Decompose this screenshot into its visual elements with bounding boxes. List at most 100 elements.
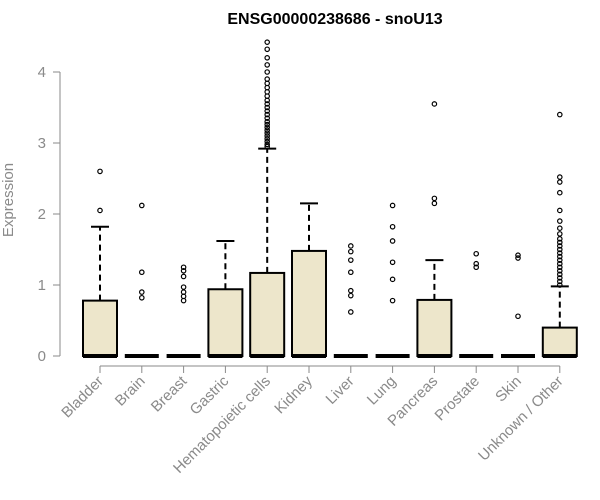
outlier-point bbox=[473, 264, 480, 271]
box-gastric bbox=[207, 239, 244, 358]
y-tick-label: 4 bbox=[38, 64, 46, 81]
outlier-point bbox=[347, 243, 354, 249]
x-tick-label: Brain bbox=[112, 373, 149, 410]
outlier-point bbox=[347, 309, 354, 315]
outlier-point bbox=[180, 284, 187, 290]
y-axis: 0 1 2 3 4 bbox=[38, 64, 61, 365]
outlier-point bbox=[264, 101, 271, 107]
outlier-point bbox=[264, 39, 271, 45]
outlier-point bbox=[556, 189, 563, 196]
outlier-point bbox=[431, 200, 438, 207]
outlier-point bbox=[556, 271, 563, 278]
x-tick-label: Breast bbox=[148, 372, 191, 415]
outlier-point bbox=[139, 202, 145, 209]
box-brain bbox=[124, 202, 159, 358]
y-tick-label: 3 bbox=[38, 135, 46, 152]
box-prostate bbox=[459, 250, 494, 358]
y-tick-label: 1 bbox=[38, 277, 46, 294]
outlier-point bbox=[264, 46, 271, 53]
outlier-point bbox=[97, 207, 103, 214]
outlier-point bbox=[264, 121, 271, 128]
outlier-point bbox=[264, 115, 271, 121]
box-body bbox=[291, 249, 327, 357]
box-kidney bbox=[291, 202, 327, 358]
box-bladder bbox=[82, 168, 118, 358]
outlier-point bbox=[556, 243, 563, 249]
box-lung bbox=[375, 202, 410, 358]
chart-title: ENSG00000238686 - snoU13 bbox=[227, 11, 442, 28]
outlier-point bbox=[556, 231, 563, 237]
outlier-point bbox=[556, 218, 563, 224]
outlier-point bbox=[139, 294, 145, 301]
outlier-point bbox=[264, 135, 271, 142]
outlier-point bbox=[97, 168, 103, 175]
outlier-point bbox=[556, 225, 563, 232]
y-tick-label: 2 bbox=[38, 206, 46, 223]
outlier-point bbox=[556, 278, 563, 285]
outlier-point bbox=[264, 104, 271, 111]
box-pancreas bbox=[416, 101, 453, 358]
outlier-point bbox=[556, 179, 563, 185]
outlier-point bbox=[180, 267, 187, 274]
outlier-point bbox=[556, 257, 563, 263]
box-hematopoietic-cells bbox=[249, 39, 286, 358]
outlier-point bbox=[264, 54, 271, 61]
outlier-point bbox=[515, 255, 521, 261]
outlier-point bbox=[556, 207, 563, 214]
outlier-point bbox=[556, 275, 563, 281]
outlier-point bbox=[347, 257, 354, 263]
outlier-point bbox=[556, 111, 563, 118]
outlier-point bbox=[264, 69, 271, 75]
outlier-point bbox=[264, 108, 271, 114]
outlier-point bbox=[389, 223, 396, 230]
y-axis-label: Expression bbox=[0, 163, 17, 237]
boxes-group bbox=[82, 39, 578, 358]
outlier-point bbox=[515, 313, 521, 320]
outlier-point bbox=[556, 260, 563, 267]
outlier-point bbox=[431, 101, 438, 107]
x-tick-label: Bladder bbox=[58, 373, 107, 422]
outlier-point bbox=[180, 273, 187, 280]
outlier-point bbox=[347, 292, 354, 299]
outlier-point bbox=[556, 246, 563, 253]
box-body bbox=[82, 299, 118, 357]
box-body bbox=[207, 288, 244, 358]
outlier-point bbox=[556, 174, 563, 180]
box-body bbox=[249, 271, 286, 357]
box-unknown-other bbox=[541, 111, 578, 358]
outlier-point bbox=[264, 76, 271, 82]
outlier-point bbox=[180, 264, 187, 271]
outlier-point bbox=[264, 141, 271, 148]
outlier-point bbox=[389, 202, 396, 209]
y-tick-label: 0 bbox=[38, 348, 46, 365]
outlier-point bbox=[264, 127, 271, 134]
outlier-point bbox=[264, 138, 271, 145]
outlier-point bbox=[264, 133, 271, 139]
outlier-point bbox=[556, 253, 563, 260]
outlier-point bbox=[139, 269, 145, 276]
x-tick-label: Lung bbox=[364, 373, 400, 409]
outlier-point bbox=[556, 239, 563, 246]
box-skin bbox=[501, 252, 535, 358]
outlier-point bbox=[347, 248, 354, 255]
x-tick-label: Kidney bbox=[271, 372, 316, 417]
box-breast bbox=[166, 264, 201, 358]
outlier-point bbox=[264, 62, 271, 68]
outlier-point bbox=[515, 252, 521, 258]
outlier-point bbox=[556, 282, 563, 288]
x-tick-label: Prostate bbox=[431, 373, 483, 425]
x-tick-label: Liver bbox=[323, 373, 358, 408]
outlier-point bbox=[473, 250, 480, 257]
x-tick-label: Skin bbox=[492, 373, 525, 406]
outlier-point bbox=[556, 250, 563, 256]
box-body bbox=[416, 298, 453, 358]
outlier-point bbox=[264, 111, 271, 118]
outlier-point bbox=[389, 238, 396, 244]
outlier-point bbox=[556, 267, 563, 274]
box-body bbox=[541, 326, 578, 358]
outlier-point bbox=[139, 289, 145, 295]
outlier-point bbox=[389, 276, 396, 283]
outlier-point bbox=[347, 287, 354, 294]
